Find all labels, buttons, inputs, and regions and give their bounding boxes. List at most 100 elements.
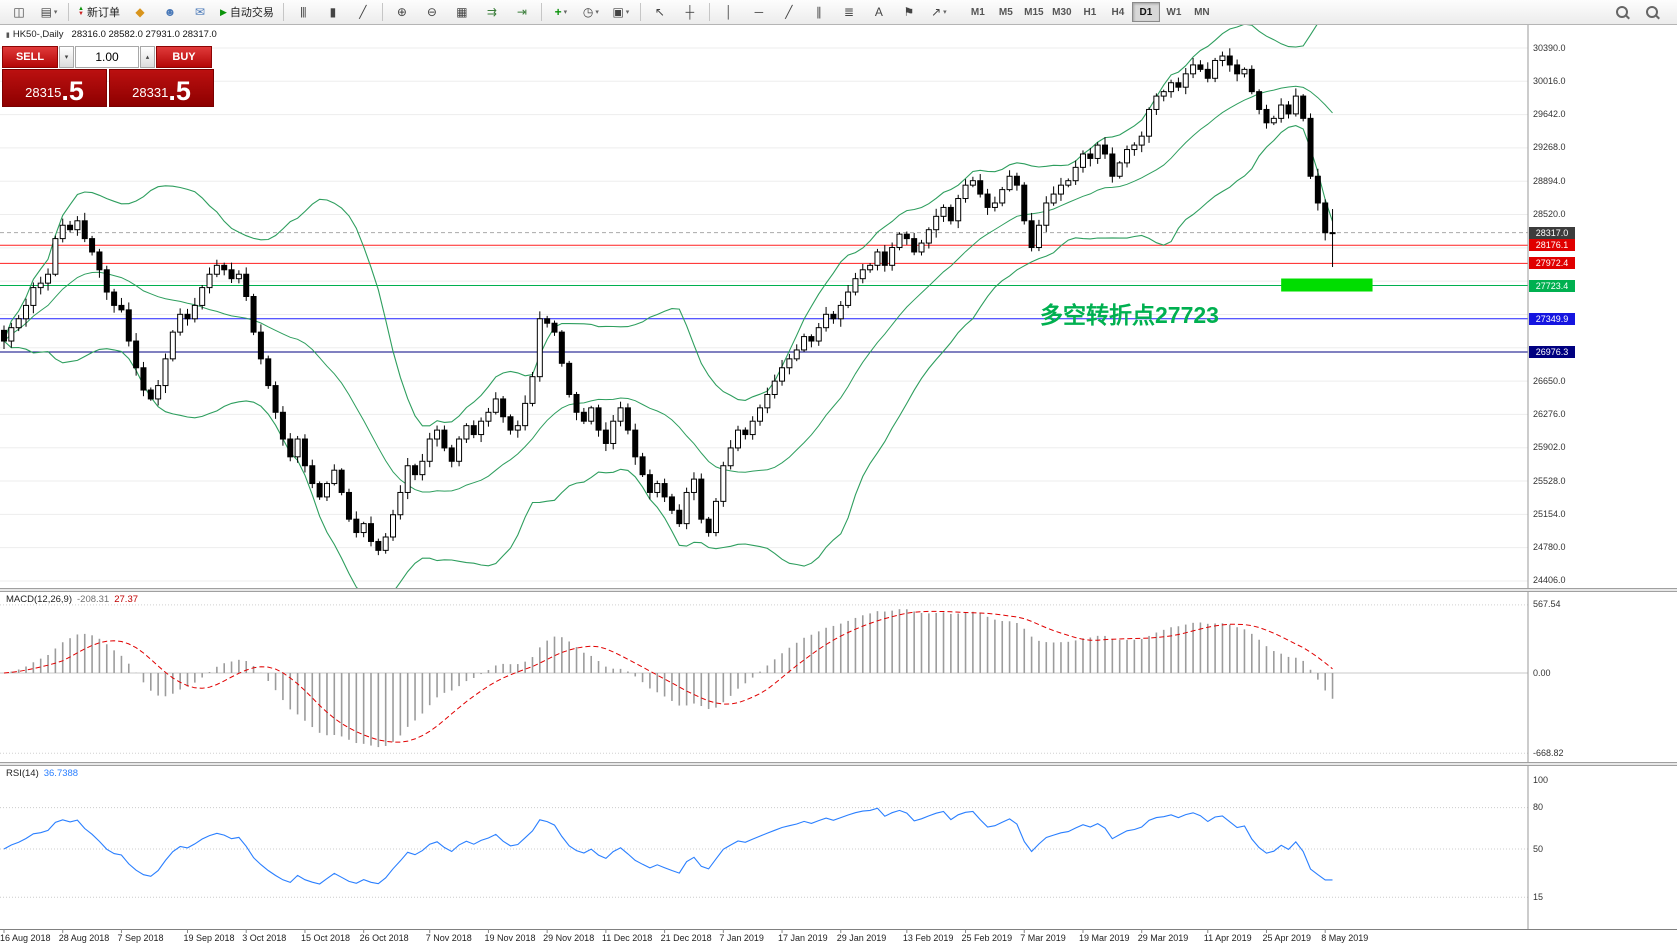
crosshair-icon[interactable]: ┼ xyxy=(685,5,695,19)
buy-price-display[interactable]: 28331.5 xyxy=(109,69,214,107)
timeframe-mn[interactable]: MN xyxy=(1194,6,1210,18)
sell-price-display[interactable]: 28315.5 xyxy=(2,69,107,107)
zoom-in-icon[interactable]: ⊕ xyxy=(396,5,407,19)
macd-tick-label: 567.54 xyxy=(1533,599,1561,610)
rsi-label: RSI(14) 36.7388 xyxy=(6,768,78,779)
order-panel-controls: SELL ▾ ▴ BUY xyxy=(2,46,214,68)
chevron-down-icon: ▾ xyxy=(943,9,947,16)
chart-caption: ▮ HK50-,Daily 28316.0 28582.0 27931.0 2831… xyxy=(6,29,217,40)
new-chart-icon[interactable]: ◫ xyxy=(13,5,25,19)
fibonacci-icon[interactable]: ≣ xyxy=(843,5,854,19)
price-level-tag: 27349.9 xyxy=(1529,312,1575,325)
mql5-chat-icon[interactable]: ✉ xyxy=(194,5,205,19)
buy-button[interactable]: BUY xyxy=(156,46,212,68)
channel-icon[interactable]: ∥ xyxy=(815,5,822,19)
templates-button[interactable]: ▣ ▾ xyxy=(612,5,630,19)
price-level-tag: 28176.1 xyxy=(1529,239,1575,252)
indicators-button[interactable]: + ▾ xyxy=(554,5,568,19)
price-level-tag: 26976.3 xyxy=(1529,346,1575,359)
tile-windows-icon[interactable]: ▦ xyxy=(456,5,468,19)
price-tick-label: 29268.0 xyxy=(1533,142,1566,153)
price-tick-label: 24780.0 xyxy=(1533,542,1566,553)
price-level-tag: 27972.4 xyxy=(1529,257,1575,270)
line-mode-icon[interactable]: ╱ xyxy=(359,5,367,19)
sell-button[interactable]: SELL xyxy=(2,46,58,68)
rsi-tick-label: 80 xyxy=(1533,802,1544,813)
macd-signal-value: 27.37 xyxy=(114,594,139,605)
buy-price-main: 28331 xyxy=(132,85,169,100)
new-order-icon: ▲ ▼ xyxy=(78,6,84,17)
toolbar-separator xyxy=(540,3,542,21)
date-tick-label: 16 Aug 2018 xyxy=(0,933,51,943)
chevron-down-icon: ▾ xyxy=(625,9,630,16)
macd-main-value: -208.31 xyxy=(77,594,110,605)
date-tick-label: 28 Aug 2018 xyxy=(58,933,110,943)
volume-input[interactable] xyxy=(75,46,139,68)
price-tick-label: 25902.0 xyxy=(1533,442,1566,453)
chart-macd-splitter[interactable] xyxy=(0,588,1677,592)
timeframe-h4[interactable]: H4 xyxy=(1111,6,1125,18)
price-level-tag: 28317.0 xyxy=(1529,226,1575,239)
rsi-tick-label: 15 xyxy=(1533,891,1544,902)
date-tick-label: 11 Apr 2019 xyxy=(1203,933,1252,943)
rsi-tick-label: 100 xyxy=(1533,774,1549,785)
turning-point-annotation: 多空转折点27723 xyxy=(1040,302,1219,328)
date-tick-label: 19 Sep 2018 xyxy=(183,933,235,943)
chart-title: HK50-,Daily xyxy=(12,29,64,40)
shapes-icon[interactable]: ↗ ▾ xyxy=(931,5,947,19)
candles-mode-icon[interactable]: ▮ xyxy=(329,5,337,19)
toolbar-separator xyxy=(708,3,710,21)
date-tick-label: 13 Feb 2019 xyxy=(902,933,954,943)
bars-mode-icon[interactable]: ||| xyxy=(300,6,307,18)
symbol-search-button[interactable] xyxy=(1638,1,1666,23)
auto-scroll-icon[interactable]: ⇉ xyxy=(486,5,497,19)
date-tick-label: 25 Apr 2019 xyxy=(1262,933,1312,943)
date-tick-label: 29 Jan 2019 xyxy=(836,933,887,943)
rsi-name: RSI(14) xyxy=(6,768,39,779)
macd-rsi-splitter[interactable] xyxy=(0,762,1677,766)
rsi-value: 36.7388 xyxy=(43,768,79,779)
trendline-icon[interactable]: ╱ xyxy=(785,5,793,19)
price-tick-label: 30390.0 xyxy=(1533,42,1566,53)
mql5-profile-icon[interactable]: ☻ xyxy=(163,5,177,19)
date-tick-label: 3 Oct 2018 xyxy=(242,933,287,943)
timeframe-m30[interactable]: M30 xyxy=(1052,6,1072,18)
chart-shift-icon[interactable]: ⇥ xyxy=(516,5,527,19)
vertical-line-icon[interactable]: │ xyxy=(725,5,733,19)
macd-tick-label: -668.82 xyxy=(1533,747,1564,758)
chevron-down-icon: ▾ xyxy=(563,9,568,16)
date-tick-label: 21 Dec 2018 xyxy=(660,933,712,943)
label-icon[interactable]: ⚑ xyxy=(903,5,915,19)
timeframe-w1[interactable]: W1 xyxy=(1166,6,1182,18)
date-tick-label: 29 Mar 2019 xyxy=(1137,933,1189,943)
timeframe-h1[interactable]: H1 xyxy=(1083,6,1097,18)
text-icon[interactable]: A xyxy=(874,5,883,19)
mql5-market-icon[interactable]: ◆ xyxy=(135,5,145,19)
new-order-button[interactable]: ▲ ▼ 新订单 xyxy=(78,6,120,19)
price-tick-label: 28520.0 xyxy=(1533,209,1566,220)
macd-label: MACD(12,26,9) -208.31 27.37 xyxy=(6,594,138,605)
date-tick-label: 25 Feb 2019 xyxy=(961,933,1013,943)
timeframe-group: M1 M5 M15 M30 H1 H4 D1 W1 MN xyxy=(964,2,1216,22)
date-tick-label: 8 May 2019 xyxy=(1321,933,1369,943)
volume-spin-up-button[interactable]: ▴ xyxy=(140,46,155,68)
auto-trading-button[interactable]: ▶ 自动交易 xyxy=(219,6,274,20)
chart-icon: ▮ xyxy=(6,32,10,39)
cursor-icon[interactable]: ↖ xyxy=(654,5,665,19)
date-tick-label: 19 Mar 2019 xyxy=(1078,933,1130,943)
horizontal-line-icon[interactable]: ─ xyxy=(754,5,764,19)
buy-price-frac: .5 xyxy=(168,76,191,106)
date-tick-label: 29 Nov 2018 xyxy=(543,933,595,943)
timeframe-d1[interactable]: D1 xyxy=(1131,2,1160,22)
volume-dropdown-button[interactable]: ▾ xyxy=(59,46,74,68)
periods-button[interactable]: ◷ ▾ xyxy=(582,5,599,19)
date-tick-label: 7 Nov 2018 xyxy=(425,933,472,943)
zoom-out-icon[interactable]: ⊖ xyxy=(426,5,437,19)
timeframe-m15[interactable]: M15 xyxy=(1024,6,1044,18)
chart-profiles-icon[interactable]: ▤ ▾ xyxy=(40,5,58,19)
search-button[interactable] xyxy=(1608,1,1636,23)
symbol-search-icon xyxy=(1646,6,1658,18)
timeframe-m1[interactable]: M1 xyxy=(970,6,985,18)
timeframe-m5[interactable]: M5 xyxy=(998,6,1013,18)
